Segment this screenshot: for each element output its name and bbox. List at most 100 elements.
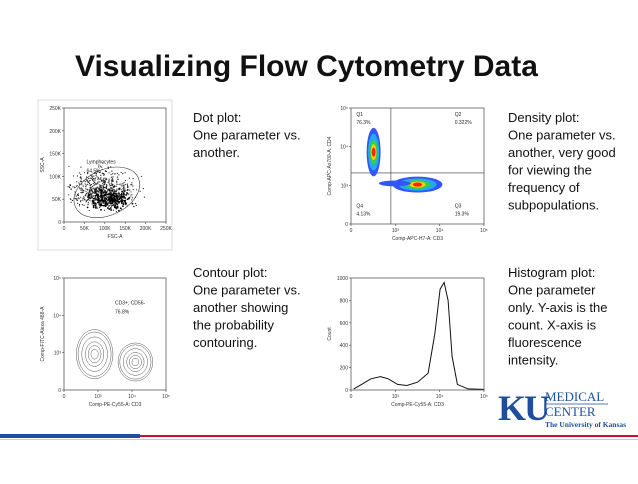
event-dot xyxy=(98,187,100,190)
event-dot xyxy=(84,195,86,197)
event-dot xyxy=(103,182,106,184)
event-dot xyxy=(77,197,80,199)
event-dot xyxy=(99,192,101,194)
event-dot xyxy=(113,197,115,200)
event-dot xyxy=(101,188,103,190)
event-dot xyxy=(118,209,120,212)
event-dot xyxy=(93,191,95,193)
event-dot xyxy=(123,200,126,203)
event-dot xyxy=(92,195,95,197)
event-dot xyxy=(104,180,106,183)
event-dot xyxy=(80,196,82,198)
event-dot xyxy=(88,177,90,180)
event-dot xyxy=(106,203,109,206)
event-dot xyxy=(112,189,114,191)
panel-description: the probability xyxy=(193,318,274,333)
y-axis-label: Comp-FITC-Alexa 488-A xyxy=(40,306,46,362)
event-dot xyxy=(82,197,84,200)
plot-annotation: 0.322% xyxy=(455,120,473,126)
event-dot xyxy=(101,172,103,175)
event-dot xyxy=(108,208,111,210)
footer-bar-red xyxy=(140,435,638,437)
event-dot xyxy=(104,170,106,172)
plot: 0 50K 100K 150K 200K 250K 0 50K 100K 150K 200K 250K… xyxy=(40,106,172,240)
panel-description: Contour plot: xyxy=(193,265,267,280)
event-dot xyxy=(115,211,118,213)
panel: Density plot: One parameter vs. another, v… xyxy=(325,100,616,252)
y-tick-label: 10⁴ xyxy=(53,313,61,319)
y-tick-label: 400 xyxy=(340,343,349,349)
event-dot xyxy=(112,186,114,189)
y-axis-label: SSC-A xyxy=(40,157,46,173)
event-dot xyxy=(124,172,126,174)
event-dot xyxy=(80,178,82,180)
logo-line: The University of Kansas xyxy=(545,420,626,429)
event-dot xyxy=(75,198,77,200)
event-dot xyxy=(85,201,87,203)
event-dot xyxy=(88,189,90,191)
event-dot xyxy=(68,186,71,189)
event-dot xyxy=(76,181,78,183)
event-dot xyxy=(98,191,100,193)
event-dot xyxy=(104,182,107,184)
event-dot xyxy=(113,192,115,195)
event-dot xyxy=(88,182,91,184)
plot-annotation: 76.8% xyxy=(115,310,130,316)
event-dot xyxy=(100,176,102,179)
density-blob xyxy=(378,180,411,187)
event-dot xyxy=(97,177,100,179)
panel-description: One parameter vs. xyxy=(193,128,301,143)
histogram-curve xyxy=(353,281,485,390)
event-dot xyxy=(118,183,120,185)
event-dot xyxy=(88,180,90,182)
event-dot xyxy=(121,195,124,198)
event-dot xyxy=(111,200,114,203)
event-dot xyxy=(94,188,96,190)
event-dot xyxy=(89,189,91,191)
event-dot xyxy=(85,190,87,193)
event-dot xyxy=(111,202,114,205)
event-dot xyxy=(83,204,85,207)
x-tick-label: 0 xyxy=(350,394,353,400)
event-dot xyxy=(116,182,118,184)
x-tick-label: 10³ xyxy=(392,228,400,234)
event-dot xyxy=(130,184,132,186)
event-dot xyxy=(82,199,84,201)
panel-description: One parameter vs. xyxy=(193,283,301,298)
panel-description: only. Y-axis is the xyxy=(508,300,607,315)
panel-description: One parameter xyxy=(508,283,596,298)
event-dot xyxy=(83,197,85,199)
event-dot xyxy=(85,185,87,188)
event-dot xyxy=(76,198,78,200)
event-dot xyxy=(126,183,128,185)
event-dot xyxy=(120,197,123,200)
event-dot xyxy=(98,166,100,168)
event-dot xyxy=(105,198,108,200)
event-dot xyxy=(84,199,86,201)
event-dot xyxy=(109,185,111,187)
event-dot xyxy=(126,188,129,191)
event-dot xyxy=(86,206,89,209)
event-dot xyxy=(86,179,88,181)
event-dot xyxy=(100,208,102,211)
event-dot xyxy=(116,198,119,201)
event-dot xyxy=(85,194,87,196)
event-dot xyxy=(133,205,135,208)
event-dot xyxy=(132,185,134,187)
event-dot xyxy=(91,195,93,197)
x-tick-label: 10⁵ xyxy=(480,394,488,400)
event-dot xyxy=(85,176,88,178)
event-dot xyxy=(91,203,93,205)
event-dot xyxy=(123,185,125,187)
event-dot xyxy=(83,172,86,174)
event-dot xyxy=(87,172,89,175)
event-dot xyxy=(134,203,137,205)
event-dot xyxy=(112,180,114,182)
y-tick-label: 0 xyxy=(58,388,61,394)
event-dot xyxy=(99,165,101,167)
y-tick-label: 200 xyxy=(340,366,349,372)
event-dot xyxy=(87,194,90,197)
event-dot xyxy=(96,186,98,188)
event-dot xyxy=(107,182,109,184)
event-dot xyxy=(94,179,96,181)
